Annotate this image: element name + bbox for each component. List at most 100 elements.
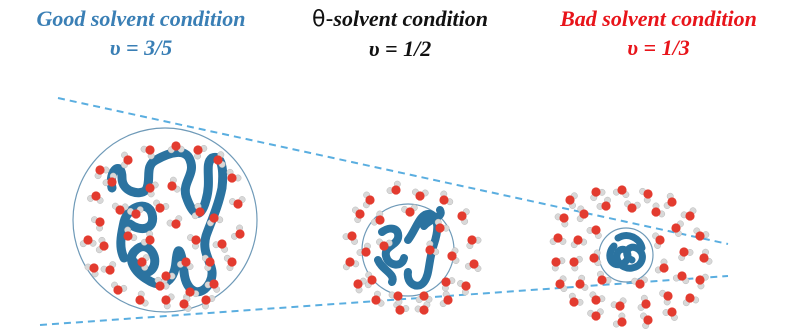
- water-molecule-icon: [87, 191, 104, 204]
- good-polymer-chain: [106, 148, 228, 297]
- water-molecule-icon: [353, 277, 367, 294]
- water-molecule-icon: [212, 239, 229, 253]
- water-molecule-icon: [140, 145, 155, 160]
- water-molecule-icon: [84, 263, 99, 278]
- theta-solvent-title: solvent condition: [333, 6, 489, 31]
- water-molecule-icon: [161, 293, 175, 310]
- water-molecule-icon: [191, 202, 205, 220]
- water-molecule-icon: [549, 233, 567, 245]
- water-molecule-icon: [401, 204, 418, 217]
- water-molecule-icon: [587, 308, 604, 321]
- bad-solvent-title: Bad solvent condition: [560, 6, 757, 31]
- bad-polymer-chain: [606, 232, 646, 272]
- good-coil-circle: [72, 127, 258, 313]
- water-molecule-icon: [352, 206, 365, 224]
- water-molecule-icon: [177, 257, 194, 270]
- water-molecule-icon: [94, 165, 110, 180]
- water-molecule-icon: [663, 192, 677, 209]
- water-molecule-icon: [226, 168, 242, 183]
- water-molecule-icon: [386, 180, 401, 195]
- water-molecule-icon: [575, 274, 589, 291]
- water-molecule-icon: [612, 185, 630, 199]
- water-molecule-icon: [631, 276, 648, 289]
- water-molecule-icon: [213, 151, 226, 168]
- water-molecule-icon: [590, 187, 606, 202]
- water-molecule-icon: [135, 290, 149, 307]
- water-molecule-icon: [596, 196, 611, 211]
- water-molecule-icon: [145, 181, 159, 198]
- theta-solvent-title-line: θ-solvent condition: [290, 6, 510, 33]
- water-molecule-icon: [193, 144, 208, 160]
- water-molecule-icon: [127, 206, 144, 219]
- water-molecule-icon: [79, 235, 97, 248]
- water-molecule-icon: [231, 224, 245, 240]
- water-molecule-icon: [695, 273, 709, 290]
- water-molecule-icon: [439, 190, 454, 206]
- water-molecule-icon: [434, 218, 450, 233]
- water-molecule-icon: [693, 227, 710, 241]
- bad-solvent-exponent: υ = 1/3: [627, 35, 690, 60]
- theta-solvent-label: θ-solvent condition υ = 1/2: [290, 6, 510, 63]
- water-molecule-icon: [204, 279, 221, 293]
- water-molecule-icon: [672, 271, 690, 285]
- water-molecule-icon: [342, 231, 358, 245]
- water-molecule-icon: [342, 257, 360, 271]
- water-molecule-icon: [376, 238, 393, 251]
- water-molecule-icon: [111, 202, 129, 215]
- water-molecule-icon: [637, 294, 651, 311]
- water-molecule-icon: [414, 301, 431, 315]
- good-solvent-label: Good solvent condition υ = 3/5: [6, 6, 276, 62]
- water-molecule-icon: [187, 234, 201, 250]
- good-solvent-title: Good solvent condition: [36, 6, 246, 31]
- water-molecule-icon: [370, 210, 385, 226]
- water-molecule-icon: [364, 271, 377, 289]
- water-molecule-icon: [356, 242, 371, 257]
- water-molecule-icon: [589, 249, 602, 267]
- water-molecule-icon: [441, 277, 456, 292]
- water-molecule-icon: [569, 255, 583, 272]
- water-molecule-icon: [167, 141, 185, 154]
- water-molecule-icon: [654, 258, 669, 274]
- water-molecule-icon: [207, 213, 224, 227]
- water-molecule-icon: [612, 312, 627, 328]
- water-molecule-icon: [555, 275, 568, 293]
- water-molecule-icon: [652, 232, 665, 249]
- theta-solvent-exponent: υ = 1/2: [368, 36, 432, 61]
- water-molecule-icon: [554, 213, 569, 228]
- water-molecule-icon: [166, 215, 183, 229]
- water-molecule-icon: [457, 280, 471, 296]
- water-molecule-icon: [362, 191, 375, 209]
- water-molecule-icon: [671, 220, 684, 237]
- water-molecule-icon: [464, 259, 482, 272]
- water-molecule-icon: [123, 226, 138, 242]
- water-molecule-icon: [576, 205, 589, 223]
- water-molecules: [79, 141, 713, 329]
- water-molecule-icon: [568, 292, 584, 307]
- water-molecule-icon: [415, 291, 433, 304]
- water-molecule-icon: [388, 291, 403, 306]
- water-molecule-icon: [640, 312, 653, 329]
- water-molecule-icon: [439, 290, 453, 308]
- water-molecule-icon: [639, 187, 653, 204]
- theta-symbol: θ-: [311, 7, 334, 32]
- water-molecule-icon: [140, 230, 155, 246]
- water-molecule-icon: [201, 295, 216, 310]
- water-molecule-icon: [682, 293, 700, 307]
- bad-solvent-label: Bad solvent condition υ = 1/3: [536, 6, 781, 62]
- water-molecule-icon: [610, 297, 627, 311]
- water-molecule-icon: [447, 247, 460, 264]
- water-molecule-icon: [95, 236, 109, 254]
- water-molecule-icon: [651, 202, 666, 218]
- water-molecule-icon: [223, 254, 237, 272]
- water-molecule-icon: [662, 307, 678, 321]
- water-molecule-icon: [412, 188, 429, 201]
- cone-lower-line: [39, 275, 729, 326]
- water-molecule-icon: [91, 216, 105, 232]
- water-molecule-icon: [121, 151, 133, 169]
- water-molecule-icon: [565, 192, 578, 209]
- water-molecule-icon: [586, 225, 602, 239]
- water-molecule-icon: [699, 248, 713, 265]
- water-molecule-icon: [229, 196, 246, 209]
- water-molecule-icon: [167, 176, 181, 193]
- water-molecule-icon: [201, 254, 215, 272]
